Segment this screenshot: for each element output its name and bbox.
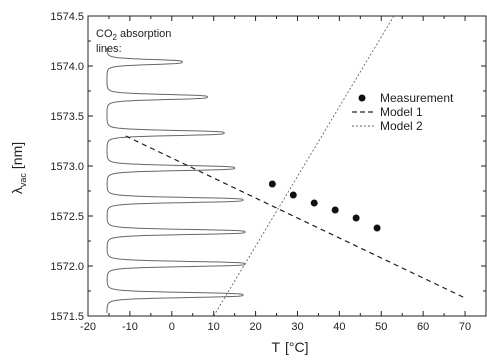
- measurement-point: [289, 191, 297, 199]
- legend-marker-measurement: [358, 94, 366, 102]
- y-tick-label: 1573.5: [50, 111, 84, 123]
- measurement-point: [352, 214, 360, 222]
- measurement-point: [331, 206, 339, 214]
- plot-area: [87, 15, 487, 317]
- x-tick-label: 40: [333, 321, 345, 333]
- svg-text:lines:: lines:: [96, 43, 122, 55]
- model-2-line: [213, 16, 395, 316]
- x-tick-label: 10: [208, 321, 220, 333]
- y-axis-title: λvac[nm]: [9, 142, 28, 194]
- x-tick-label: 20: [249, 321, 261, 333]
- y-tick-label: 1573.0: [50, 161, 84, 173]
- x-axis-title: T [°C]: [271, 339, 308, 355]
- x-tick-label: -20: [80, 321, 96, 333]
- absorption-lines-label: CO2 absorption lines:: [96, 28, 171, 55]
- legend-label: Measurement: [380, 91, 454, 105]
- y-tick-label: 1572.5: [50, 211, 84, 223]
- legend-label: Model 1: [380, 105, 423, 119]
- legend-label: Model 2: [380, 119, 423, 133]
- x-tick-label: 50: [375, 321, 387, 333]
- y-tick-label: 1574.5: [50, 11, 84, 23]
- y-axis: 1571.5 1572.0 1572.5 1573.0 1573.5 1574.0 1574…: [50, 11, 486, 323]
- model-1-line: [125, 135, 466, 299]
- measurement-point: [268, 180, 276, 188]
- x-tick-label: -10: [122, 321, 138, 333]
- y-tick-label: 1574.0: [50, 61, 84, 73]
- x-tick-label: 70: [459, 321, 471, 333]
- x-tick-label: 30: [291, 321, 303, 333]
- svg-text:CO2 absorption: CO2 absorption: [96, 28, 171, 42]
- y-tick-label: 1571.5: [50, 311, 84, 323]
- measurement-point: [373, 224, 381, 232]
- plot-frame: [87, 15, 487, 317]
- y-tick-label: 1572.0: [50, 261, 84, 273]
- x-axis: -20 -10 0 10 20 30 40 50 60 70: [80, 16, 471, 333]
- x-tick-label: 60: [417, 321, 429, 333]
- x-tick-label: 0: [169, 321, 175, 333]
- measurement-point: [310, 199, 318, 207]
- absorption-spectrum-line: [106, 47, 246, 314]
